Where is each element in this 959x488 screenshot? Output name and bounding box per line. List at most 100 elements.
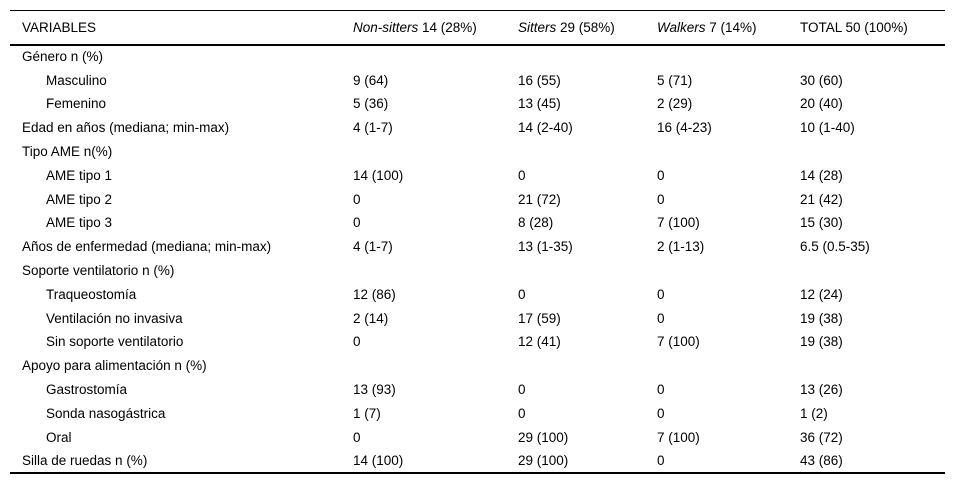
cell-value: 2 (29) (657, 96, 693, 112)
table-row: AME tipo 3 0 8 (28) 7 (100) 15 (30) (10, 211, 945, 235)
cell-value: 16 (4-23) (657, 120, 712, 136)
row-label: Ventilación no invasiva (46, 310, 183, 326)
cell-value: 20 (40) (800, 96, 843, 112)
header-row: VARIABLES Non-sitters 14 (28%) Sitters 2… (10, 11, 945, 45)
cell-value: 0 (518, 286, 526, 302)
cell-value: 5 (36) (353, 96, 389, 112)
cell-value (518, 140, 657, 164)
sitters-italic-label: Sitters (518, 19, 557, 35)
cell-value: 7 (100) (657, 215, 700, 231)
cell-value (800, 259, 945, 283)
column-header-sitters: Sitters 29 (58%) (518, 11, 657, 45)
table-row: Sin soporte ventilatorio 0 12 (41) 7 (100) 1… (10, 330, 945, 354)
cell-value: 12 (24) (800, 286, 843, 302)
cell-value: 19 (38) (800, 310, 843, 326)
non-sitters-count-label: 14 (28%) (418, 19, 477, 35)
table-row: AME tipo 2 0 21 (72) 0 21 (42) (10, 187, 945, 211)
cell-value (518, 259, 657, 283)
cell-value: 7 (100) (657, 429, 700, 445)
cell-value: 0 (657, 286, 665, 302)
cell-value: 13 (93) (353, 382, 396, 398)
row-label: Edad en años (mediana; min-max) (22, 120, 230, 136)
cell-value: 29 (100) (518, 452, 569, 468)
table-row: Oral 0 29 (100) 7 (100) 36 (72) (10, 425, 945, 449)
row-label: AME tipo 2 (46, 191, 113, 207)
table-header: VARIABLES Non-sitters 14 (28%) Sitters 2… (10, 11, 945, 45)
cell-value: 14 (28) (800, 167, 843, 183)
cell-value: 4 (1-7) (353, 239, 393, 255)
table-row: Silla de ruedas n (%) 14 (100) 29 (100) 0 43… (10, 449, 945, 473)
cell-value: 14 (100) (353, 452, 404, 468)
cell-value: 2 (1-13) (657, 239, 705, 255)
table-row: Soporte ventilatorio n (%) (10, 259, 945, 283)
cell-value: 0 (353, 191, 361, 207)
column-header-walkers: Walkers 7 (14%) (657, 11, 800, 45)
cell-value: 29 (100) (518, 429, 569, 445)
table-row: Ventilación no invasiva 2 (14) 17 (59) 0 19 … (10, 306, 945, 330)
row-label: Tipo AME n(%) (22, 144, 113, 160)
cell-value (800, 140, 945, 164)
row-label: AME tipo 3 (46, 215, 113, 231)
cell-value: 14 (100) (353, 167, 404, 183)
walkers-italic-label: Walkers (657, 19, 706, 35)
row-label: Género n (%) (22, 49, 104, 65)
non-sitters-italic-label: Non-sitters (353, 19, 419, 35)
cell-value: 0 (353, 334, 361, 350)
cell-value (657, 140, 800, 164)
cell-value: 13 (1-35) (518, 239, 573, 255)
column-header-total: TOTAL 50 (100%) (800, 19, 908, 35)
cell-value: 1 (2) (800, 405, 828, 421)
row-label: Femenino (46, 96, 107, 112)
cell-value: 0 (657, 405, 665, 421)
cell-value: 0 (518, 405, 526, 421)
table-row: Femenino 5 (36) 13 (45) 2 (29) 20 (40) (10, 92, 945, 116)
table-row: Sonda nasogástrica 1 (7) 0 0 1 (2) (10, 401, 945, 425)
cell-value: 0 (353, 215, 361, 231)
cell-value: 0 (657, 191, 665, 207)
walkers-count-label: 7 (14%) (705, 19, 757, 35)
cell-value: 0 (353, 429, 361, 445)
row-label: Sonda nasogástrica (46, 405, 166, 421)
cell-value (353, 354, 518, 378)
cell-value: 0 (518, 167, 526, 183)
row-label: Silla de ruedas n (%) (22, 452, 148, 468)
table-row: Traqueostomía 12 (86) 0 0 12 (24) (10, 282, 945, 306)
cell-value (353, 140, 518, 164)
cell-value: 0 (657, 452, 665, 468)
cell-value (518, 354, 657, 378)
cell-value: 12 (86) (353, 286, 396, 302)
cell-value: 14 (2-40) (518, 120, 573, 136)
table-row: Género n (%) (10, 45, 945, 69)
cell-value (518, 45, 657, 69)
cell-value: 43 (86) (800, 452, 843, 468)
cell-value: 8 (28) (518, 215, 554, 231)
row-label: Años de enfermedad (mediana; min-max) (22, 239, 272, 255)
row-label: Masculino (46, 72, 107, 88)
table-row: AME tipo 1 14 (100) 0 0 14 (28) (10, 163, 945, 187)
cell-value: 5 (71) (657, 72, 693, 88)
table-row: Gastrostomía 13 (93) 0 0 13 (26) (10, 378, 945, 402)
column-header-non-sitters: Non-sitters 14 (28%) (353, 11, 518, 45)
table-row: Apoyo para alimentación n (%) (10, 354, 945, 378)
cell-value: 6.5 (0.5-35) (800, 239, 870, 255)
cell-value: 10 (1-40) (800, 120, 855, 136)
cell-value: 2 (14) (353, 310, 389, 326)
row-label: AME tipo 1 (46, 167, 113, 183)
cell-value: 13 (26) (800, 382, 843, 398)
cell-value (353, 45, 518, 69)
cell-value: 15 (30) (800, 215, 843, 231)
cell-value: 7 (100) (657, 334, 700, 350)
patient-demographics-table: VARIABLES Non-sitters 14 (28%) Sitters 2… (10, 10, 945, 474)
cell-value: 17 (59) (518, 310, 561, 326)
cell-value (800, 354, 945, 378)
cell-value: 0 (518, 382, 526, 398)
cell-value: 12 (41) (518, 334, 561, 350)
table-row: Edad en años (mediana; min-max) 4 (1-7) 14… (10, 116, 945, 140)
column-header-variables: VARIABLES (22, 19, 97, 35)
cell-value: 13 (45) (518, 96, 561, 112)
cell-value: 21 (42) (800, 191, 843, 207)
row-label: Gastrostomía (46, 382, 128, 398)
cell-value: 4 (1-7) (353, 120, 393, 136)
cell-value: 9 (64) (353, 72, 389, 88)
